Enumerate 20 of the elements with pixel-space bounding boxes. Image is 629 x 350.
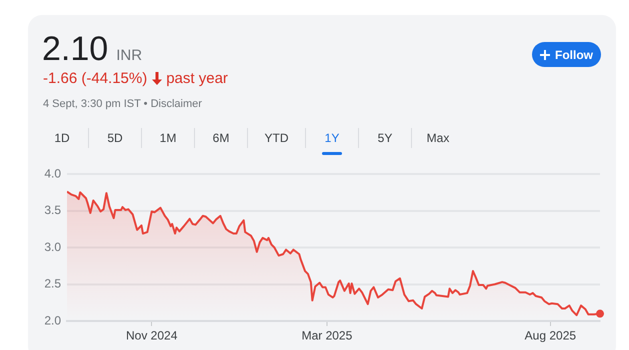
text: Max [426, 131, 450, 145]
text: 5D [107, 131, 123, 145]
x-tick-label: Aug 2025 [524, 328, 576, 343]
text: 1D [54, 131, 70, 145]
text: 5Y [378, 131, 392, 145]
text: 1Y [324, 131, 340, 145]
text: YTD [264, 131, 288, 145]
y-tick-label: 2.0 [44, 313, 62, 328]
x-tick-label: Mar 2025 [302, 328, 353, 343]
text: 6M [212, 131, 230, 145]
chart-title: 2.10 INR [42, 30, 142, 69]
x-tick-label: Nov 2024 [126, 328, 178, 343]
text: 4 Sept, 3:30 pm IST • Disclaimer [43, 98, 202, 110]
y-tick-label: 2.5 [44, 276, 62, 291]
text: Follow [555, 48, 593, 62]
y-tick-label: 4.0 [44, 166, 62, 180]
text: 1M [160, 131, 176, 145]
y-tick-label: 3.0 [44, 240, 62, 254]
text: -1.66 (-44.15%) past year [43, 70, 228, 87]
y-tick-label: 3.5 [44, 203, 62, 218]
